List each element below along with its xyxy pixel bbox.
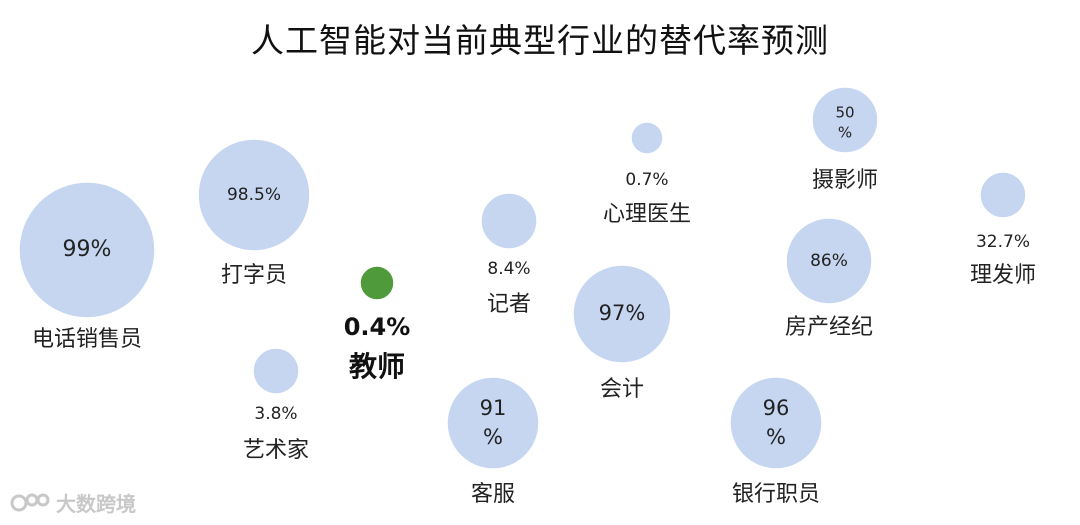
bubble-1-name-label: 电话销售员 — [32, 327, 142, 352]
bubble-11-value-label: 96 — [763, 396, 790, 420]
watermark-text: 大数跨境 — [56, 492, 136, 516]
bubble-10-value-label: 86% — [810, 251, 848, 271]
bubble-6-value-label: 91 — [480, 396, 507, 420]
bubble-6-name-label: 客服 — [471, 482, 515, 507]
bubble-10-name-label: 房产经纪 — [785, 315, 873, 340]
bubble-4-value-label: 0.4% — [344, 313, 411, 341]
bubble-7-circle — [630, 121, 664, 155]
bubble-8-value-label: 97% — [599, 301, 646, 325]
bubble-1-circle — [18, 181, 156, 319]
bubble-10-circle — [785, 217, 873, 305]
bubble-8-circle — [572, 264, 672, 364]
bubble-5-value-label: 8.4% — [487, 259, 530, 279]
watermark: 大数跨境 — [10, 488, 136, 517]
bubble-8-name-label: 会计 — [600, 377, 644, 402]
bubble-2-value-label: 98.5% — [227, 185, 281, 205]
bubble-11-value-percent: % — [766, 425, 786, 449]
bubble-5-name-label: 记者 — [487, 292, 531, 317]
bubble-4-circle — [359, 265, 395, 301]
bubble-9-name-label: 摄影师 — [812, 168, 878, 193]
bubble-3-circle — [252, 347, 300, 395]
chart-title: 人工智能对当前典型行业的替代率预测 — [251, 21, 829, 60]
bubble-3-name-label: 艺术家 — [243, 438, 309, 463]
bubble-6-value-percent: % — [483, 425, 503, 449]
bubble-7-name-label: 心理医生 — [603, 202, 691, 227]
bubble-12-name-label: 理发师 — [970, 263, 1036, 288]
bubble-9-value-label: 50 — [835, 104, 854, 122]
bubble-4-name-label: 教师 — [349, 350, 405, 383]
bubble-7-value-label: 0.7% — [625, 170, 668, 190]
bubble-1-value-label: 99% — [63, 237, 112, 262]
bubble-2-circle — [197, 138, 311, 252]
bubble-12-circle — [979, 171, 1027, 219]
bubble-11-circle — [729, 376, 823, 470]
bubble-11-name-label: 银行职员 — [732, 482, 820, 507]
bubble-6-circle — [446, 376, 540, 470]
bubble-9-value-percent: % — [838, 124, 852, 142]
bubble-2-name-label: 打字员 — [221, 263, 287, 288]
bubble-12-value-label: 32.7% — [976, 232, 1030, 252]
bubble-5-circle — [480, 192, 538, 250]
bubble-9-circle — [811, 86, 879, 154]
bubble-3-value-label: 3.8% — [254, 404, 297, 424]
brand-logo-icon — [10, 493, 50, 511]
